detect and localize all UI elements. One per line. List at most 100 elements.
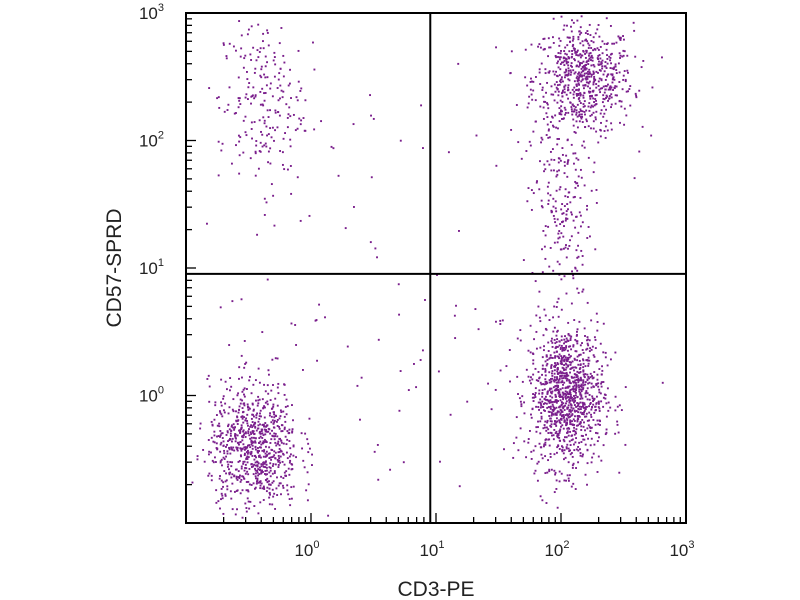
- event-dot: [257, 474, 260, 477]
- event-dot: [565, 436, 568, 439]
- event-dot: [254, 150, 257, 153]
- event-dot: [572, 388, 575, 390]
- event-dot: [557, 400, 559, 402]
- event-dot: [560, 409, 563, 412]
- event-dot: [558, 480, 561, 483]
- event-dot: [267, 133, 270, 136]
- event-dot: [586, 483, 588, 486]
- event-dot: [252, 473, 255, 476]
- event-dot: [269, 462, 272, 465]
- event-dot: [554, 90, 557, 93]
- event-dot: [210, 479, 213, 482]
- event-dot: [292, 113, 295, 116]
- event-dot: [255, 140, 258, 142]
- event-dot: [244, 472, 247, 475]
- event-dot: [282, 484, 284, 487]
- event-dot: [606, 57, 609, 60]
- event-dot: [553, 453, 556, 456]
- event-dot: [578, 79, 580, 82]
- event-dot: [605, 119, 608, 122]
- event-dot: [264, 469, 267, 472]
- event-dot: [541, 271, 544, 274]
- event-dot: [599, 63, 601, 66]
- event-dot: [289, 453, 292, 456]
- event-dot: [213, 434, 216, 437]
- event-dot: [529, 351, 532, 354]
- event-dot: [272, 495, 275, 498]
- event-dot: [554, 412, 557, 415]
- event-dot: [577, 244, 580, 247]
- event-dot: [567, 84, 570, 87]
- event-dot: [561, 371, 564, 374]
- event-dot: [576, 375, 579, 378]
- event-dot: [265, 145, 268, 148]
- event-dot: [222, 445, 225, 447]
- event-dot: [604, 356, 607, 359]
- event-dot: [566, 474, 569, 477]
- event-dot: [555, 424, 558, 427]
- event-dot: [236, 423, 239, 425]
- event-dot: [597, 58, 600, 61]
- event-dot: [539, 46, 542, 49]
- event-dot: [216, 435, 218, 438]
- event-dot: [569, 423, 572, 426]
- event-dot: [535, 347, 538, 350]
- event-dot: [288, 498, 291, 501]
- event-dot: [243, 340, 246, 342]
- event-dot: [564, 340, 567, 343]
- event-dot: [257, 462, 260, 465]
- event-dot: [544, 472, 547, 475]
- event-dot: [240, 449, 243, 452]
- event-dot: [263, 122, 266, 125]
- event-dot: [251, 440, 254, 443]
- event-dot: [581, 54, 584, 57]
- event-dot: [251, 413, 254, 416]
- event-dot: [259, 47, 262, 50]
- event-dot: [563, 164, 566, 167]
- event-dot: [269, 162, 272, 165]
- event-dot: [534, 445, 537, 448]
- event-dot: [570, 452, 573, 454]
- event-dot: [557, 161, 560, 164]
- event-dot: [260, 472, 263, 475]
- event-dot: [228, 86, 231, 89]
- event-dot: [573, 319, 576, 321]
- event-dot: [532, 393, 535, 395]
- event-dot: [569, 389, 572, 391]
- event-dot: [572, 344, 575, 347]
- event-dot: [545, 426, 548, 429]
- event-dot: [572, 124, 575, 127]
- event-dot: [540, 412, 543, 415]
- event-dot: [559, 422, 562, 425]
- event-dot: [592, 81, 595, 84]
- event-dot: [554, 413, 557, 416]
- event-dot: [602, 381, 605, 383]
- event-dot: [559, 99, 562, 102]
- event-dot: [285, 443, 288, 446]
- event-dot: [556, 368, 559, 371]
- event-dot: [579, 42, 582, 45]
- event-dot: [530, 457, 533, 460]
- event-dot: [602, 396, 605, 399]
- event-dot: [553, 428, 556, 431]
- event-dot: [550, 158, 553, 161]
- event-dot: [577, 402, 580, 405]
- event-dot: [568, 393, 571, 395]
- event-dot: [557, 445, 560, 448]
- event-dot: [575, 391, 577, 394]
- event-dot: [559, 81, 562, 84]
- event-dot: [582, 140, 585, 143]
- event-dot: [225, 55, 228, 57]
- event-dot: [248, 82, 251, 84]
- event-dot: [558, 394, 561, 397]
- event-dot: [207, 374, 210, 377]
- event-dot: [570, 106, 573, 108]
- event-dot: [560, 308, 563, 311]
- event-dot: [575, 93, 578, 95]
- event-dot: [597, 382, 600, 385]
- event-dot: [290, 322, 293, 325]
- event-dot: [595, 130, 598, 133]
- event-dot: [557, 315, 560, 318]
- event-dot: [565, 345, 568, 348]
- event-dot: [235, 475, 238, 478]
